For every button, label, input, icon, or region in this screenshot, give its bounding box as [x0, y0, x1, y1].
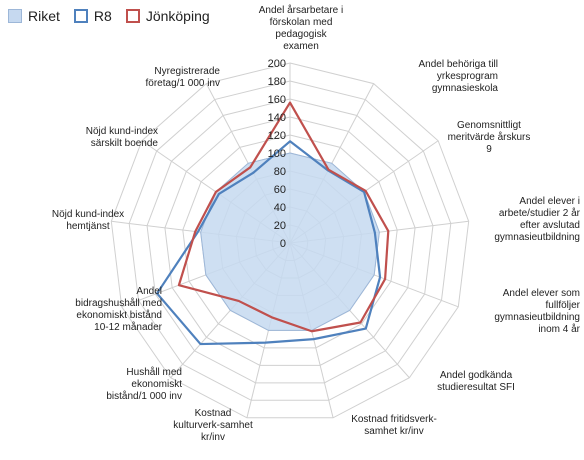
- radial-tick-labels: 0 20 40 60 80 100 120 140 160 180 200: [268, 58, 286, 250]
- legend-swatch-r8: [73, 9, 88, 23]
- axis-label-kultur: Kostnad kulturverk-samhet kr/inv: [173, 408, 253, 443]
- legend-item-jonkoping: Jönköping: [125, 8, 210, 24]
- axis-label-fullfoljer: Andel elever som fullföljer gymnasieutbi…: [494, 288, 580, 335]
- axis-label-forskola: Andel årsarbetare i förskolan med pedago…: [258, 5, 344, 52]
- r-tick-label: 120: [268, 130, 286, 142]
- grid-ring: [182, 134, 398, 349]
- r-tick-label: 200: [268, 58, 286, 70]
- r-tick-label: 160: [268, 94, 286, 106]
- r-tick-label: 20: [274, 220, 286, 232]
- legend-swatch-jonkoping: [125, 9, 140, 23]
- axis-label-nyregistrerade: Nyregistrerade företag/1 000 inv: [145, 66, 221, 89]
- grid-ring: [146, 98, 434, 384]
- axis-label-sfi: Andel godkända studieresultat SFI: [437, 370, 515, 393]
- radar-series: [155, 101, 390, 346]
- legend-swatch-riket: [8, 9, 22, 23]
- axis-label-behoriga: Andel behöriga till yrkesprogram gymnasi…: [418, 59, 499, 94]
- r-tick-label: 140: [268, 112, 286, 124]
- legend-item-riket: Riket: [8, 8, 60, 24]
- axis-label-fritid: Kostnad fritidsverk- samhet kr/inv: [351, 414, 437, 437]
- axis-label-arbete-studier: Andel elever i arbete/studier 2 år efter…: [494, 196, 580, 243]
- r-tick-label: 100: [268, 148, 286, 160]
- axis-label-nki-sarskilt: Nöjd kund-index särskilt boende: [85, 126, 158, 149]
- r-tick-label: 0: [280, 238, 286, 250]
- chart-legend: Riket R8 Jönköping: [8, 8, 210, 24]
- legend-label-riket: Riket: [28, 8, 60, 24]
- r-tick-label: 180: [268, 76, 286, 88]
- series-line-jonkoping: [177, 101, 390, 333]
- grid-ring: [164, 116, 416, 366]
- series-line-r8: [155, 140, 382, 346]
- axis-label-nki-hemtjanst: Nöjd kund-index hemtjänst: [51, 209, 125, 232]
- r-tick-label: 40: [274, 202, 286, 214]
- axis-label-bidragshushall: Andel bidragshushåll med ekonomiskt bist…: [75, 286, 162, 333]
- grid-ring: [110, 62, 470, 419]
- axis-label-hushall: Hushåll med ekonomiskt bistånd/1 000 inv: [106, 367, 182, 402]
- legend-item-r8: R8: [73, 8, 112, 24]
- grid-ring: [128, 80, 452, 401]
- axis-label-meritvarde: Genomsnittligt meritvärde årskurs 9: [447, 120, 531, 155]
- r-tick-label: 60: [274, 184, 286, 196]
- series-area-riket: [200, 152, 380, 331]
- legend-label-jonkoping: Jönköping: [145, 8, 210, 24]
- legend-label-r8: R8: [93, 8, 112, 24]
- r-tick-label: 80: [274, 166, 286, 178]
